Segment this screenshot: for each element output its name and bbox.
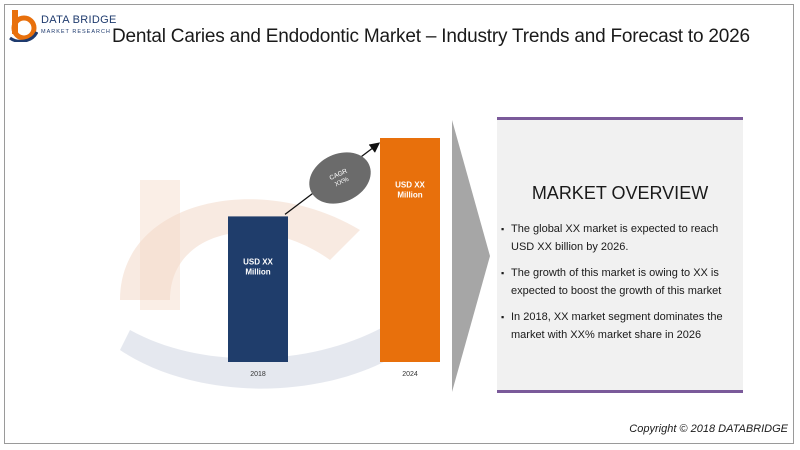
bar-data-label: Million bbox=[397, 190, 422, 199]
copyright-text: Copyright © 2018 DATABRIDGE bbox=[629, 423, 788, 435]
overview-bullet: ▪ In 2018, XX market segment dominates t… bbox=[501, 308, 739, 344]
bar-data-label: Million bbox=[245, 267, 270, 276]
databridge-logo-icon bbox=[9, 10, 38, 42]
bullet-square-icon: ▪ bbox=[501, 224, 505, 234]
bullet-text: The growth of this market is owing to XX… bbox=[511, 267, 722, 297]
page-title: Dental Caries and Endodontic Market – In… bbox=[112, 26, 750, 47]
bullet-text: The global XX market is expected to reac… bbox=[511, 223, 719, 253]
overview-bullet: ▪ The global XX market is expected to re… bbox=[501, 220, 739, 256]
x-tick-label: 2024 bbox=[402, 371, 418, 378]
bar-2024 bbox=[380, 138, 440, 362]
market-overview-panel: MARKET OVERVIEW ▪ The global XX market i… bbox=[497, 117, 743, 393]
overview-title: MARKET OVERVIEW bbox=[531, 183, 709, 203]
bullet-square-icon: ▪ bbox=[501, 268, 505, 278]
logo-name: DATA BRIDGE bbox=[41, 14, 117, 26]
chevron-separator bbox=[452, 120, 490, 392]
logo-tagline: MARKET RESEARCH bbox=[41, 29, 111, 35]
cagr-bubble bbox=[309, 152, 371, 204]
slide-frame bbox=[4, 4, 794, 444]
company-logo: DATA BRIDGE MARKET RESEARCH bbox=[8, 8, 118, 42]
bullet-text: In 2018, XX market segment dominates the… bbox=[511, 311, 723, 341]
bar-data-label: USD XX bbox=[243, 257, 273, 266]
x-tick-label: 2018 bbox=[250, 371, 266, 378]
bullet-square-icon: ▪ bbox=[501, 312, 505, 322]
bar-data-label: USD XX bbox=[395, 180, 425, 189]
overview-bullet-list: ▪ The global XX market is expected to re… bbox=[501, 220, 739, 352]
overview-bullet: ▪ The growth of this market is owing to … bbox=[501, 264, 739, 300]
bar-2018 bbox=[228, 216, 288, 362]
